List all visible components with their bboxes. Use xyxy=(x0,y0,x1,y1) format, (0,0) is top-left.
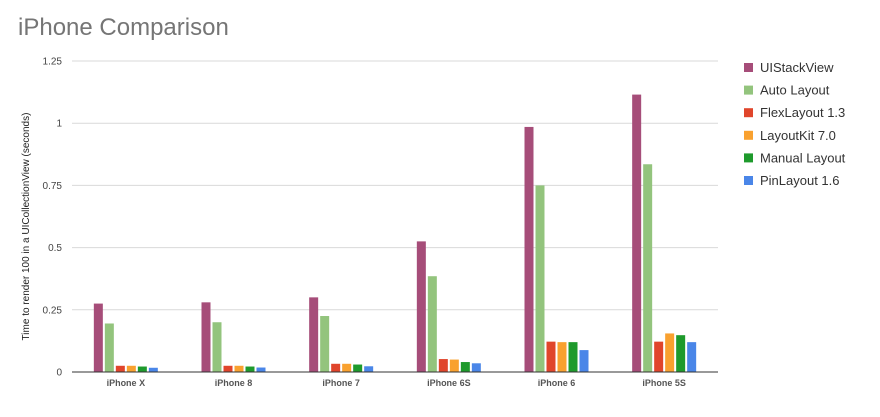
legend-swatch xyxy=(744,108,753,118)
bar xyxy=(676,335,686,372)
y-axis-label: Time to render 100 in a UICollectionView… xyxy=(21,113,32,341)
bar xyxy=(320,316,330,372)
bar xyxy=(643,164,653,372)
bar xyxy=(137,366,147,372)
legend-swatch xyxy=(744,130,753,140)
legend-label: Manual Layout xyxy=(760,150,846,165)
bar xyxy=(342,363,352,372)
x-tick-label: iPhone 5S xyxy=(642,378,686,388)
chart-title: iPhone Comparison xyxy=(18,14,229,41)
bar xyxy=(535,185,545,372)
bar xyxy=(427,276,437,372)
bar xyxy=(449,359,459,372)
legend-label: FlexLayout 1.3 xyxy=(760,105,845,120)
bar xyxy=(212,322,222,372)
bar xyxy=(104,323,114,372)
legend: UIStackView Auto Layout FlexLayout 1.3 Layo… xyxy=(744,60,846,188)
bar xyxy=(460,362,470,372)
bar xyxy=(416,241,426,372)
bar xyxy=(331,363,341,372)
bar xyxy=(115,365,125,372)
legend-label: Auto Layout xyxy=(760,83,830,98)
bar xyxy=(438,359,448,372)
x-tick-label: iPhone X xyxy=(107,378,146,388)
y-tick-label: 1 xyxy=(56,119,62,130)
bar xyxy=(557,342,567,372)
y-tick-label: 0.75 xyxy=(43,181,63,192)
y-tick-label: 1.25 xyxy=(43,57,63,68)
x-tick-label: iPhone 6 xyxy=(538,378,576,388)
bar xyxy=(148,367,158,372)
y-tick-label: 0.5 xyxy=(48,243,62,254)
bar xyxy=(524,126,534,372)
legend-swatch xyxy=(744,63,753,72)
bar xyxy=(201,302,211,372)
axes: 0 0.25 0.5 0.75 1 1.25 Time to render 100 in a… xyxy=(21,57,718,388)
legend-label: LayoutKit 7.0 xyxy=(760,128,836,143)
gridlines xyxy=(72,60,718,311)
bar xyxy=(568,342,578,372)
bar xyxy=(93,303,103,372)
bar xyxy=(632,94,642,372)
bar xyxy=(353,364,363,372)
legend-swatch xyxy=(744,85,753,95)
bars xyxy=(93,94,697,372)
bar xyxy=(364,366,374,372)
x-tick-label: iPhone 7 xyxy=(322,378,360,388)
bar xyxy=(126,365,136,372)
legend-label: PinLayout 1.6 xyxy=(760,173,840,188)
bar xyxy=(579,350,589,372)
bar xyxy=(223,365,233,372)
bar xyxy=(234,365,244,372)
bar xyxy=(665,333,675,372)
bar xyxy=(546,341,556,372)
bar xyxy=(256,367,266,372)
bar xyxy=(309,297,319,372)
legend-label: UIStackView xyxy=(760,60,834,75)
bar xyxy=(245,366,255,372)
bar xyxy=(687,342,697,372)
x-tick-label: iPhone 6S xyxy=(427,378,471,388)
y-tick-label: 0 xyxy=(56,368,62,379)
bar xyxy=(471,363,481,372)
legend-swatch xyxy=(744,153,753,163)
x-tick-label: iPhone 8 xyxy=(215,378,253,388)
y-tick-label: 0.25 xyxy=(43,305,63,316)
legend-swatch xyxy=(744,176,753,185)
bar xyxy=(654,341,664,372)
